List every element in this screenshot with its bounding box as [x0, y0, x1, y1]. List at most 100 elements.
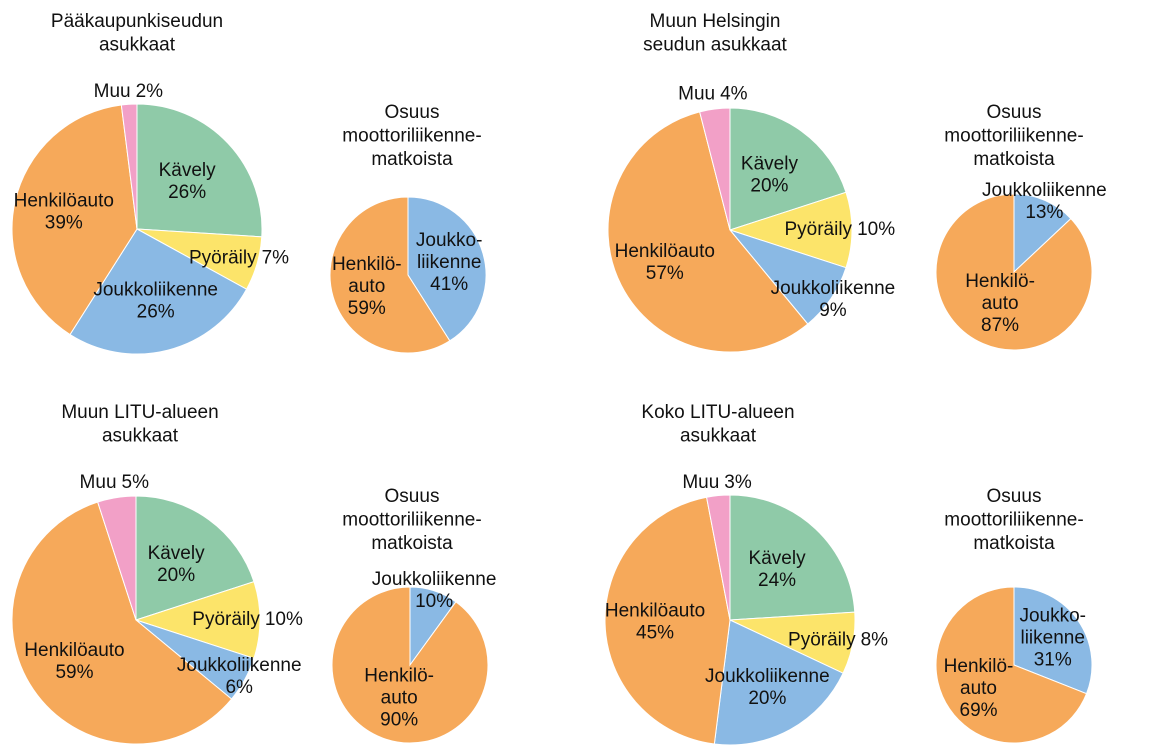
pie-slice	[699, 107, 731, 231]
chart-title: Koko LITU-alueen	[641, 402, 794, 423]
value-label: 59%	[348, 298, 386, 319]
category-label: Muu	[682, 472, 719, 493]
category-label: auto	[960, 678, 997, 699]
category-label: Joukkoliikenne	[93, 280, 218, 301]
slice-label-text: Pyöräily 10%	[784, 219, 895, 240]
category-label: Pyöräily	[788, 630, 856, 651]
pie-slice	[705, 494, 731, 621]
slice-label-text: Pyöräily 10%	[192, 609, 303, 630]
category-label: auto	[982, 293, 1019, 314]
value-label: 7%	[262, 248, 290, 269]
category-label: Kävely	[749, 548, 807, 569]
value-label: 24%	[758, 570, 796, 591]
pie-slice	[729, 494, 856, 621]
category-label: Pyöräily	[189, 248, 257, 269]
chart-title: asukkaat	[102, 426, 179, 447]
value-label: 59%	[55, 662, 93, 683]
slice-label: Muu 3%	[682, 472, 752, 493]
pie-slice	[935, 193, 1093, 351]
value-label: 10%	[415, 591, 453, 612]
category-label: Joukkoliikenne	[982, 180, 1107, 201]
pie-slice	[1013, 193, 1072, 274]
category-label: Joukkoliikenne	[705, 666, 830, 687]
value-label: 57%	[646, 263, 684, 284]
value-label: 26%	[168, 182, 206, 203]
slice-label: Muu 5%	[80, 472, 150, 493]
pie-slice	[331, 586, 489, 744]
value-label: 13%	[1025, 202, 1063, 223]
pie-slice	[11, 501, 233, 745]
value-label: 8%	[861, 630, 889, 651]
category-label: Henkilöauto	[14, 191, 114, 212]
chart-title: matkoista	[973, 149, 1055, 170]
chart-title: Osuus	[385, 102, 440, 123]
category-label: Henkilö-	[364, 665, 434, 686]
category-label: Henkilö-	[965, 271, 1035, 292]
value-label: 6%	[225, 677, 253, 698]
category-label: Kävely	[148, 543, 206, 564]
chart-title: Osuus	[987, 102, 1042, 123]
pie-slice	[329, 196, 451, 354]
value-label: 39%	[45, 213, 83, 234]
chart-title: Muun LITU-alueen	[61, 402, 218, 423]
pie-slice	[120, 103, 138, 230]
pie-slice	[607, 111, 809, 353]
value-label: 10%	[857, 219, 895, 240]
category-label: Joukkoliikenne	[372, 569, 497, 590]
value-label: 10%	[265, 609, 303, 630]
category-label: Henkilöauto	[605, 600, 705, 621]
chart-title: asukkaat	[680, 426, 757, 447]
value-label: 90%	[380, 709, 418, 730]
chart-title: Osuus	[385, 486, 440, 507]
value-label: 4%	[720, 83, 748, 104]
slice-label: Muu 2%	[94, 81, 164, 102]
value-label: 31%	[1034, 650, 1072, 671]
category-label: Pyöräily	[784, 219, 852, 240]
chart-title: moottoriliikenne-	[944, 126, 1083, 147]
pie-slice	[935, 586, 1088, 744]
pie-slice	[11, 104, 138, 336]
category-label: auto	[348, 276, 385, 297]
category-label: Joukkoliikenne	[177, 655, 302, 676]
category-label: Joukko-	[1019, 606, 1086, 627]
chart-title: matkoista	[973, 533, 1055, 554]
pie-slice	[134, 581, 261, 659]
chart-title: Osuus	[987, 486, 1042, 507]
slice-label-text: Pyöräily 7%	[189, 248, 289, 269]
value-label: 45%	[636, 622, 674, 643]
value-label: 20%	[748, 688, 786, 709]
chart-title: moottoriliikenne-	[342, 510, 481, 531]
slice-label-text: Pyöräily 8%	[788, 630, 888, 651]
category-label: Henkilö-	[332, 254, 402, 275]
slice-label: Muu 4%	[678, 83, 748, 104]
category-label: Henkilöauto	[615, 241, 715, 262]
chart-title: Pääkaupunkiseudun	[51, 11, 223, 32]
chart-title: matkoista	[371, 149, 453, 170]
pie-slice	[97, 495, 137, 621]
slice-label: Pyöräily 10%	[784, 219, 895, 240]
category-label: auto	[381, 687, 418, 708]
category-label: Muu	[94, 81, 131, 102]
slice-label: Pyöräily 7%	[189, 248, 289, 269]
pie-slice	[728, 191, 853, 269]
value-label: 87%	[981, 315, 1019, 336]
value-label: 41%	[430, 274, 468, 295]
value-label: 5%	[122, 472, 150, 493]
pie-slice	[729, 107, 847, 231]
category-label: Muu	[80, 472, 117, 493]
slice-label-text: Muu 4%	[678, 83, 748, 104]
